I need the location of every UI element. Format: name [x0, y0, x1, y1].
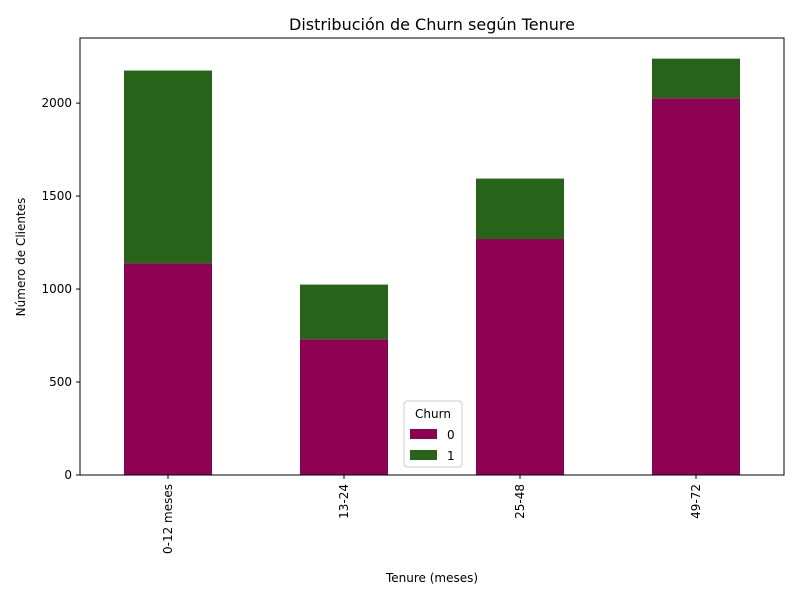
y-axis-label: Número de Clientes	[14, 198, 28, 317]
bar-series-0-0	[124, 263, 212, 475]
bar-series-0-3	[652, 98, 740, 475]
x-tick-label: 0-12 meses	[161, 484, 175, 554]
y-tick-label: 2000	[41, 96, 72, 110]
bars-layer	[124, 58, 740, 475]
legend-swatch-series-1	[410, 450, 437, 460]
bar-series-0-2	[476, 239, 564, 475]
y-axis: 0 500 1000 1500 2000	[41, 96, 80, 482]
x-tick-label: 25-48	[513, 484, 527, 519]
y-tick-label: 1500	[41, 189, 72, 203]
legend: Churn 0 1	[403, 400, 463, 468]
bar-series-1-2	[476, 178, 564, 240]
bar-series-0-1	[300, 339, 388, 475]
legend-swatch-series-0	[410, 429, 437, 439]
bar-series-1-0	[124, 70, 212, 264]
chart-title: Distribución de Churn según Tenure	[289, 15, 575, 34]
legend-label-series-0: 0	[447, 428, 455, 442]
x-tick-label: 13-24	[337, 484, 351, 519]
x-axis-label: Tenure (meses)	[385, 571, 478, 585]
y-tick-label: 1000	[41, 282, 72, 296]
x-tick-label: 49-72	[689, 484, 703, 519]
bar-series-1-3	[652, 58, 740, 99]
legend-title: Churn	[415, 407, 451, 421]
plot-frame	[79, 37, 785, 476]
legend-label-series-1: 1	[447, 449, 455, 463]
y-tick-label: 0	[64, 468, 72, 482]
x-axis: 0-12 meses 13-24 25-48 49-72	[161, 475, 703, 554]
bar-series-1-1	[300, 284, 388, 340]
y-tick-label: 500	[49, 375, 72, 389]
